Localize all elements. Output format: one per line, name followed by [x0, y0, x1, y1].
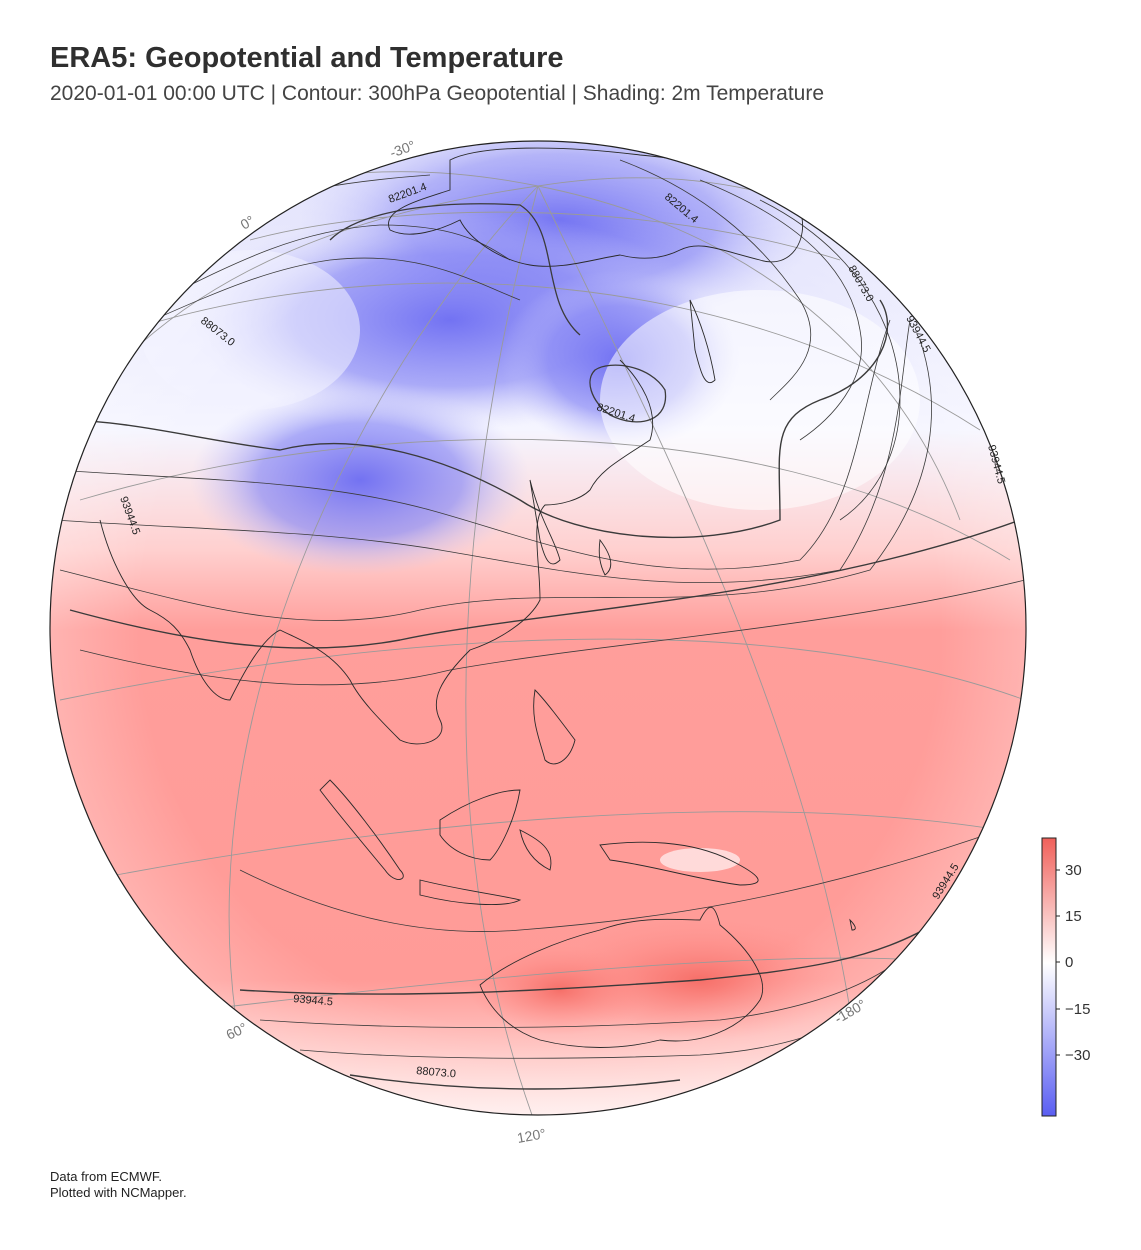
colorbar-tick: 15: [1065, 908, 1082, 925]
colorbar-gradient: [1041, 837, 1057, 1117]
gridline-label: 0°: [238, 212, 258, 233]
colorbar-tick: 0: [1065, 954, 1073, 971]
coastlines: [99, 147, 856, 1048]
map-subtitle: 2020-01-01 00:00 UTC | Contour: 300hPa G…: [50, 82, 825, 105]
colorbar: 30 15 0 −15 −30: [1041, 837, 1090, 1117]
colorbar-tick: −30: [1065, 1047, 1090, 1064]
globe-outline: [49, 140, 1027, 1116]
gridline-label: 60°: [224, 1019, 250, 1042]
colorbar-tick: 30: [1065, 862, 1082, 879]
credit-plotter: Plotted with NCMapper.: [50, 1185, 187, 1200]
geopotential-contours: [54, 159, 1026, 1090]
contour-label: 93944.5: [293, 993, 334, 1008]
graticule: [59, 171, 1026, 1115]
map-title: ERA5: Geopotential and Temperature: [50, 42, 564, 74]
gridline-label: 120°: [516, 1125, 547, 1146]
temperature-shading: [50, 141, 1026, 1115]
contour-label: 88073.0: [416, 1065, 457, 1080]
credits: Data from ECMWF. Plotted with NCMapper.: [50, 1169, 187, 1201]
gridline-labels: -30° 0° 60° 120° -180°: [224, 137, 869, 1146]
credit-data-source: Data from ECMWF.: [50, 1169, 162, 1184]
colorbar-tick: −15: [1065, 1001, 1090, 1018]
